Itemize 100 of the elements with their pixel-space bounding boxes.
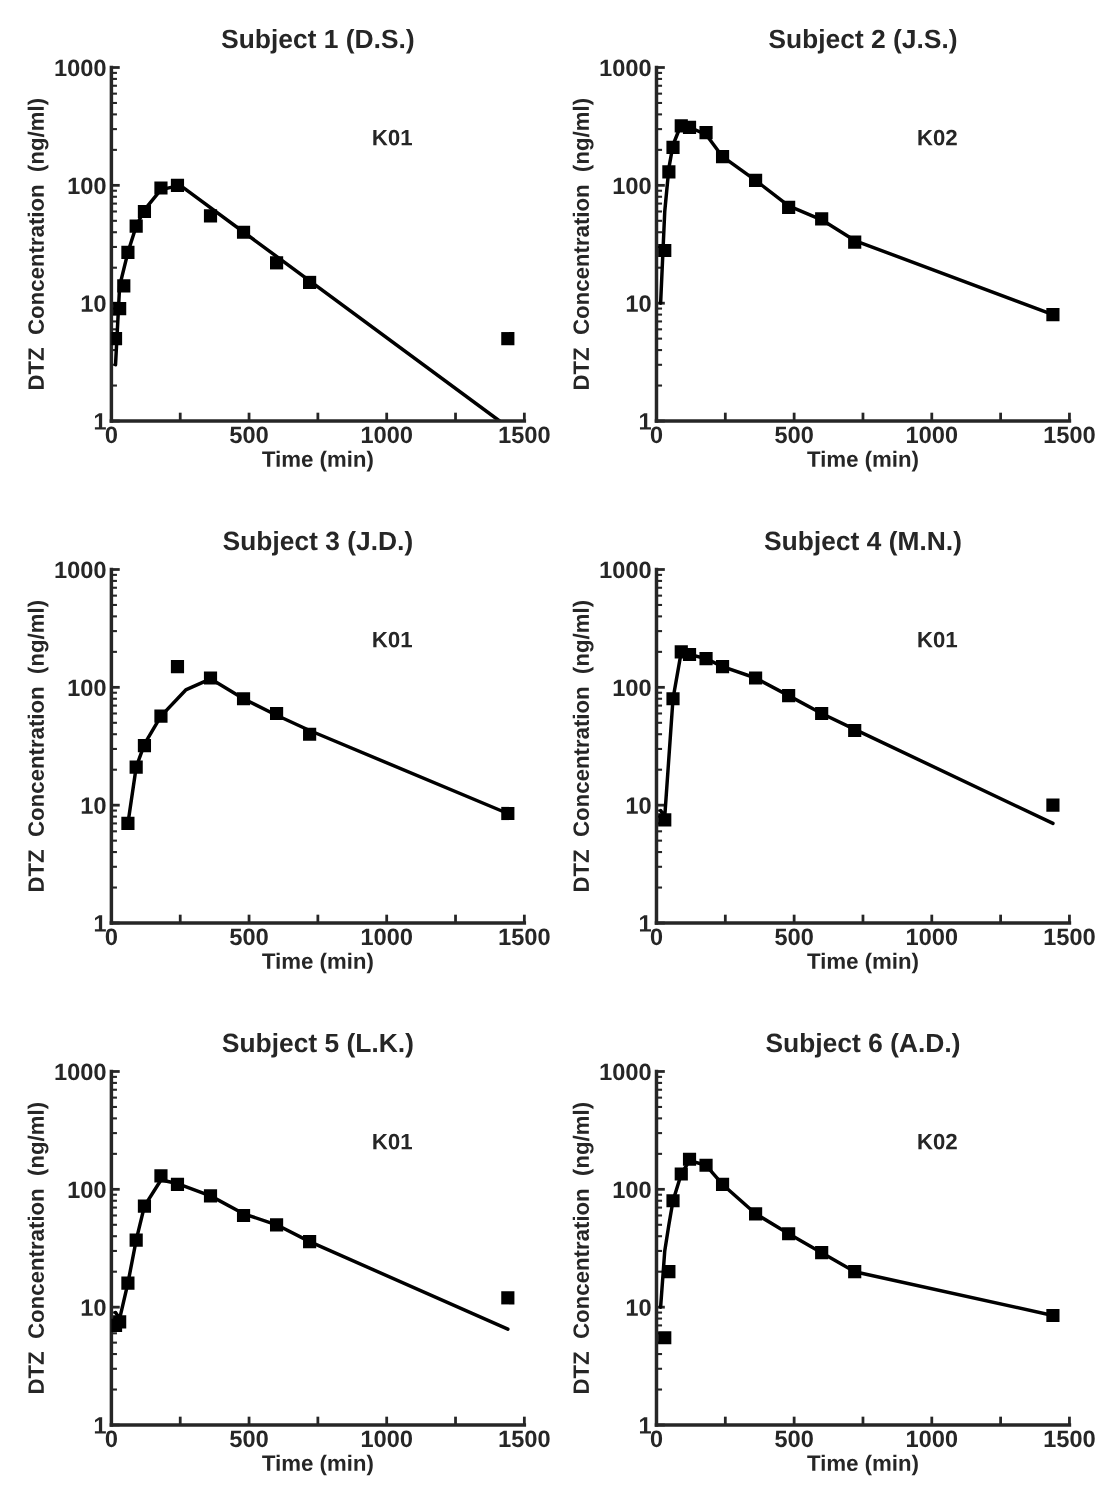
point	[137, 739, 152, 753]
x-tick-label: 1500	[499, 928, 550, 946]
chart-title: Subject 4 (M.N.)	[764, 530, 961, 556]
y-tick-label: 10	[81, 295, 106, 312]
point	[501, 1291, 515, 1305]
point	[236, 692, 251, 706]
point	[666, 692, 680, 706]
point	[662, 1265, 676, 1279]
y-tick-label: 10	[626, 1299, 651, 1316]
y-tick-label: 1	[94, 1417, 106, 1434]
x-tick-label: 500	[775, 1430, 813, 1448]
point	[170, 659, 185, 674]
y-axis-title: DTZ Concentration (ng/ml)	[27, 601, 49, 892]
x-tick-label: 1500	[1044, 426, 1095, 444]
y-tick-label: 1	[94, 413, 106, 430]
point	[236, 225, 251, 239]
y-tick-label: 1	[94, 915, 106, 932]
point	[749, 173, 763, 188]
point	[121, 245, 135, 259]
point	[501, 332, 515, 346]
point	[715, 150, 730, 164]
y-tick-label: 10	[626, 797, 651, 814]
point	[715, 659, 730, 674]
y-tick-label: 100	[613, 679, 651, 697]
point	[501, 806, 515, 821]
point	[815, 1246, 829, 1260]
x-tick-label: 1000	[907, 426, 958, 444]
y-tick-label: 1000	[600, 59, 651, 77]
y-tick-label: 1	[639, 413, 651, 430]
y-tick-label: 100	[68, 1181, 106, 1199]
x-tick-label: 0	[105, 928, 117, 946]
y-tick-label: 1000	[55, 561, 106, 579]
annotation: K02	[918, 129, 957, 146]
point	[170, 178, 185, 192]
point	[658, 243, 672, 258]
point	[782, 1227, 796, 1241]
point	[699, 652, 713, 666]
point	[848, 723, 862, 738]
point	[815, 706, 829, 721]
point	[848, 1265, 862, 1279]
y-tick-label: 1000	[600, 1063, 651, 1081]
point	[113, 301, 127, 316]
point	[121, 1276, 135, 1290]
y-axis-title: DTZ Concentration (ng/ml)	[572, 99, 594, 390]
point	[1046, 798, 1060, 812]
annotation: K02	[918, 1133, 957, 1150]
chart-title: Subject 6 (A.D.)	[766, 1032, 960, 1058]
x-tick-label: 0	[105, 426, 117, 444]
point	[154, 1169, 168, 1183]
y-tick-label: 1000	[55, 59, 106, 77]
point	[782, 200, 796, 214]
point	[815, 212, 829, 226]
point	[269, 1218, 284, 1232]
annotation: K01	[918, 631, 958, 648]
x-tick-label: 500	[230, 928, 268, 946]
x-axis-title: Time (min)	[807, 1454, 918, 1476]
x-tick-label: 1000	[361, 426, 412, 444]
x-tick-label: 1000	[907, 928, 958, 946]
x-tick-label: 1000	[361, 928, 412, 946]
x-tick-label: 0	[650, 928, 663, 946]
x-axis-title: Time (min)	[262, 450, 373, 472]
chart-title: Subject 2 (J.S.)	[769, 28, 957, 54]
point	[236, 1208, 251, 1223]
point	[782, 689, 796, 703]
y-axis-title: DTZ Concentration (ng/ml)	[27, 1103, 49, 1394]
point	[303, 1235, 317, 1249]
point	[715, 1177, 730, 1192]
x-tick-label: 500	[230, 426, 268, 444]
y-tick-label: 10	[81, 1299, 106, 1316]
point	[117, 279, 131, 293]
x-tick-label: 1500	[1044, 1430, 1095, 1448]
chart-title: Subject 3 (J.D.)	[223, 530, 412, 556]
x-axis-title: Time (min)	[807, 450, 918, 472]
point	[203, 671, 218, 685]
x-tick-label: 500	[775, 426, 813, 444]
point	[154, 181, 168, 195]
y-tick-label: 1000	[55, 1063, 106, 1081]
y-tick-label: 100	[613, 1181, 651, 1199]
x-tick-label: 1500	[499, 1430, 550, 1448]
x-tick-label: 1500	[1044, 928, 1095, 946]
point	[699, 126, 713, 140]
point	[113, 1315, 127, 1329]
point	[203, 1189, 218, 1203]
point	[682, 1152, 697, 1166]
point	[121, 816, 135, 831]
x-tick-label: 500	[230, 1430, 268, 1448]
x-tick-label: 0	[105, 1430, 117, 1448]
point	[682, 647, 697, 662]
point	[137, 204, 152, 219]
x-axis-title: Time (min)	[262, 1454, 373, 1476]
y-tick-label: 100	[68, 679, 106, 697]
y-axis-title: DTZ Concentration (ng/ml)	[572, 1103, 594, 1394]
x-tick-label: 0	[650, 1430, 663, 1448]
x-axis-title: Time (min)	[262, 952, 373, 974]
x-tick-label: 1000	[361, 1430, 412, 1448]
point	[154, 709, 168, 723]
y-tick-label: 100	[613, 177, 651, 195]
y-tick-label: 1	[639, 1417, 651, 1434]
point	[1046, 1308, 1060, 1323]
y-axis-title: DTZ Concentration (ng/ml)	[572, 601, 594, 892]
